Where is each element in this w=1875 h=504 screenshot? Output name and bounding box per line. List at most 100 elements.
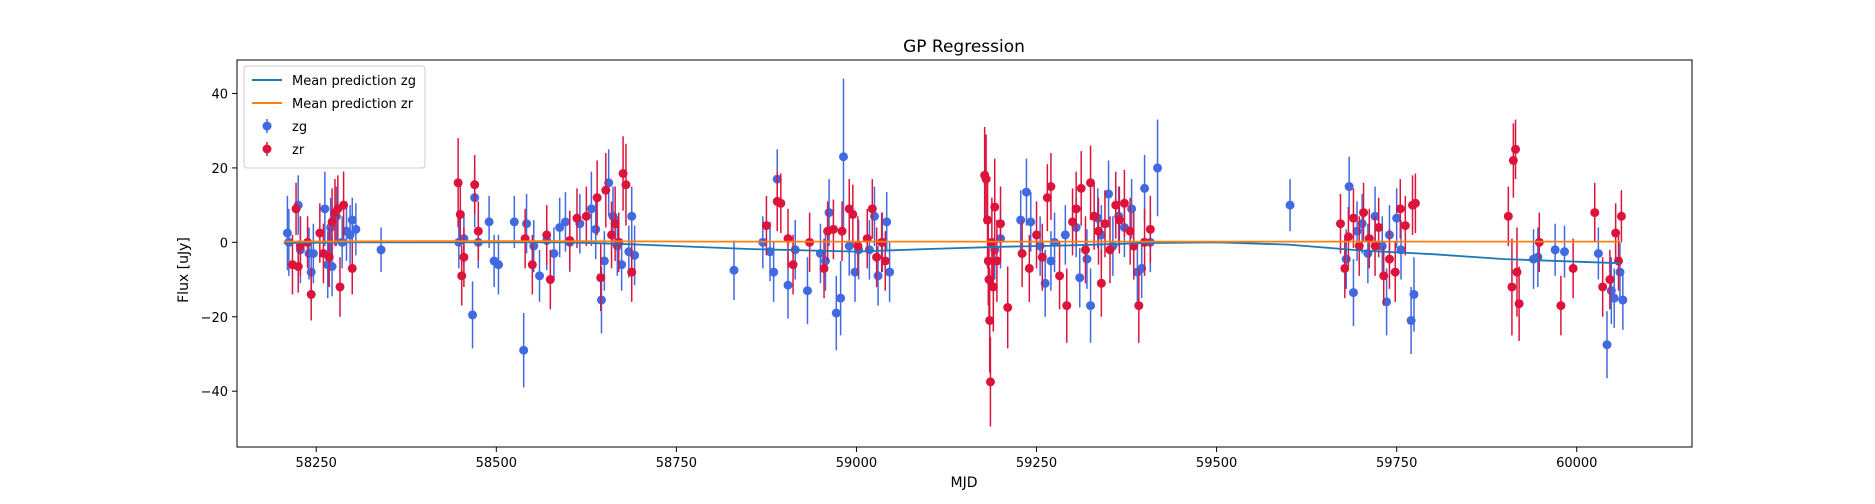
data-point-zr xyxy=(1359,208,1368,217)
data-point-zg xyxy=(587,204,596,213)
data-point-zg xyxy=(1127,204,1136,213)
legend-marker-swatch xyxy=(263,122,272,131)
data-point-zr xyxy=(1062,301,1071,310)
data-point-zr xyxy=(542,230,551,239)
x-axis-label: MJD xyxy=(951,475,978,491)
data-point-zg xyxy=(320,204,329,213)
x-tick-label: 59500 xyxy=(1196,456,1237,471)
data-point-zg xyxy=(1061,230,1070,239)
data-point-zr xyxy=(776,199,785,208)
data-point-zg xyxy=(351,225,360,234)
data-point-zg xyxy=(309,249,318,258)
data-point-zr xyxy=(1509,156,1518,165)
data-point-zg xyxy=(283,229,292,238)
x-tick-label: 58750 xyxy=(656,456,697,471)
data-point-zr xyxy=(1515,299,1524,308)
data-point-zg xyxy=(769,268,778,277)
data-point-zg xyxy=(1618,296,1627,305)
data-point-zr xyxy=(601,186,610,195)
y-tick-label: 0 xyxy=(220,236,228,251)
data-point-zr xyxy=(789,260,798,269)
data-point-zg xyxy=(468,310,477,319)
data-point-zg xyxy=(832,309,841,318)
data-point-zg xyxy=(627,212,636,221)
data-point-zr xyxy=(474,227,483,236)
data-point-zr xyxy=(1072,204,1081,213)
y-axis-label: Flux [uJy] xyxy=(176,237,192,303)
data-point-zr xyxy=(820,264,829,273)
y-tick-label: 40 xyxy=(211,87,228,102)
data-point-zr xyxy=(1344,232,1353,241)
data-point-zg xyxy=(825,208,834,217)
data-point-zg xyxy=(1342,255,1351,264)
data-point-zr xyxy=(582,212,591,221)
data-point-zr xyxy=(1336,219,1345,228)
data-point-zr xyxy=(1032,230,1041,239)
data-point-zg xyxy=(821,256,830,265)
data-point-zg xyxy=(510,217,519,226)
data-point-zr xyxy=(1018,249,1027,258)
legend-label: zr xyxy=(292,143,305,158)
data-point-zr xyxy=(454,178,463,187)
data-point-zr xyxy=(1385,255,1394,264)
data-point-zr xyxy=(1055,271,1064,280)
data-point-zr xyxy=(982,175,991,184)
data-point-zr xyxy=(1349,214,1358,223)
x-tick-label: 60000 xyxy=(1556,456,1597,471)
data-point-zg xyxy=(377,245,386,254)
data-point-zr xyxy=(1605,275,1614,284)
data-point-zg xyxy=(836,294,845,303)
data-point-zr xyxy=(348,264,357,273)
data-point-zr xyxy=(1598,282,1607,291)
data-point-zr xyxy=(1569,264,1578,273)
data-point-zr xyxy=(1097,279,1106,288)
legend-label: zg xyxy=(292,120,307,135)
data-point-zg xyxy=(1082,255,1091,264)
data-point-zr xyxy=(1146,225,1155,234)
data-point-zg xyxy=(1560,247,1569,256)
y-tick-label: −40 xyxy=(201,385,228,400)
data-point-zr xyxy=(1374,223,1383,232)
data-point-zr xyxy=(627,268,636,277)
data-point-zr xyxy=(1504,212,1513,221)
data-point-zr xyxy=(1511,145,1520,154)
data-point-zr xyxy=(1038,253,1047,262)
data-point-zg xyxy=(1153,163,1162,172)
data-point-zg xyxy=(591,225,600,234)
data-point-zr xyxy=(838,227,847,236)
data-point-zr xyxy=(1507,282,1516,291)
data-point-zr xyxy=(848,210,857,219)
data-point-zg xyxy=(1594,249,1603,258)
data-point-zr xyxy=(596,273,605,282)
data-point-zr xyxy=(307,290,316,299)
data-point-zg xyxy=(1551,245,1560,254)
legend-label: Mean prediction zr xyxy=(292,97,414,112)
data-point-zr xyxy=(572,214,581,223)
data-point-zr xyxy=(990,202,999,211)
data-point-zg xyxy=(885,268,894,277)
data-point-zr xyxy=(457,271,466,280)
data-point-zg xyxy=(1409,290,1418,299)
data-point-zg xyxy=(1140,184,1149,193)
chart-title: GP Regression xyxy=(903,37,1025,57)
data-point-zr xyxy=(829,225,838,234)
data-point-zg xyxy=(865,245,874,254)
data-point-zr xyxy=(872,253,881,262)
data-point-zr xyxy=(1046,182,1055,191)
data-point-zr xyxy=(456,210,465,219)
data-point-zr xyxy=(853,242,862,251)
data-point-zg xyxy=(1345,182,1354,191)
x-tick-label: 59000 xyxy=(836,456,877,471)
data-point-zg xyxy=(882,217,891,226)
data-point-zr xyxy=(1355,242,1364,251)
x-tick-label: 58500 xyxy=(476,456,517,471)
data-point-zr xyxy=(1077,184,1086,193)
data-point-zr xyxy=(621,180,630,189)
data-point-zr xyxy=(546,275,555,284)
data-point-zg xyxy=(803,286,812,295)
data-point-zg xyxy=(1022,188,1031,197)
data-point-zr xyxy=(528,260,537,269)
data-point-zr xyxy=(614,238,623,247)
